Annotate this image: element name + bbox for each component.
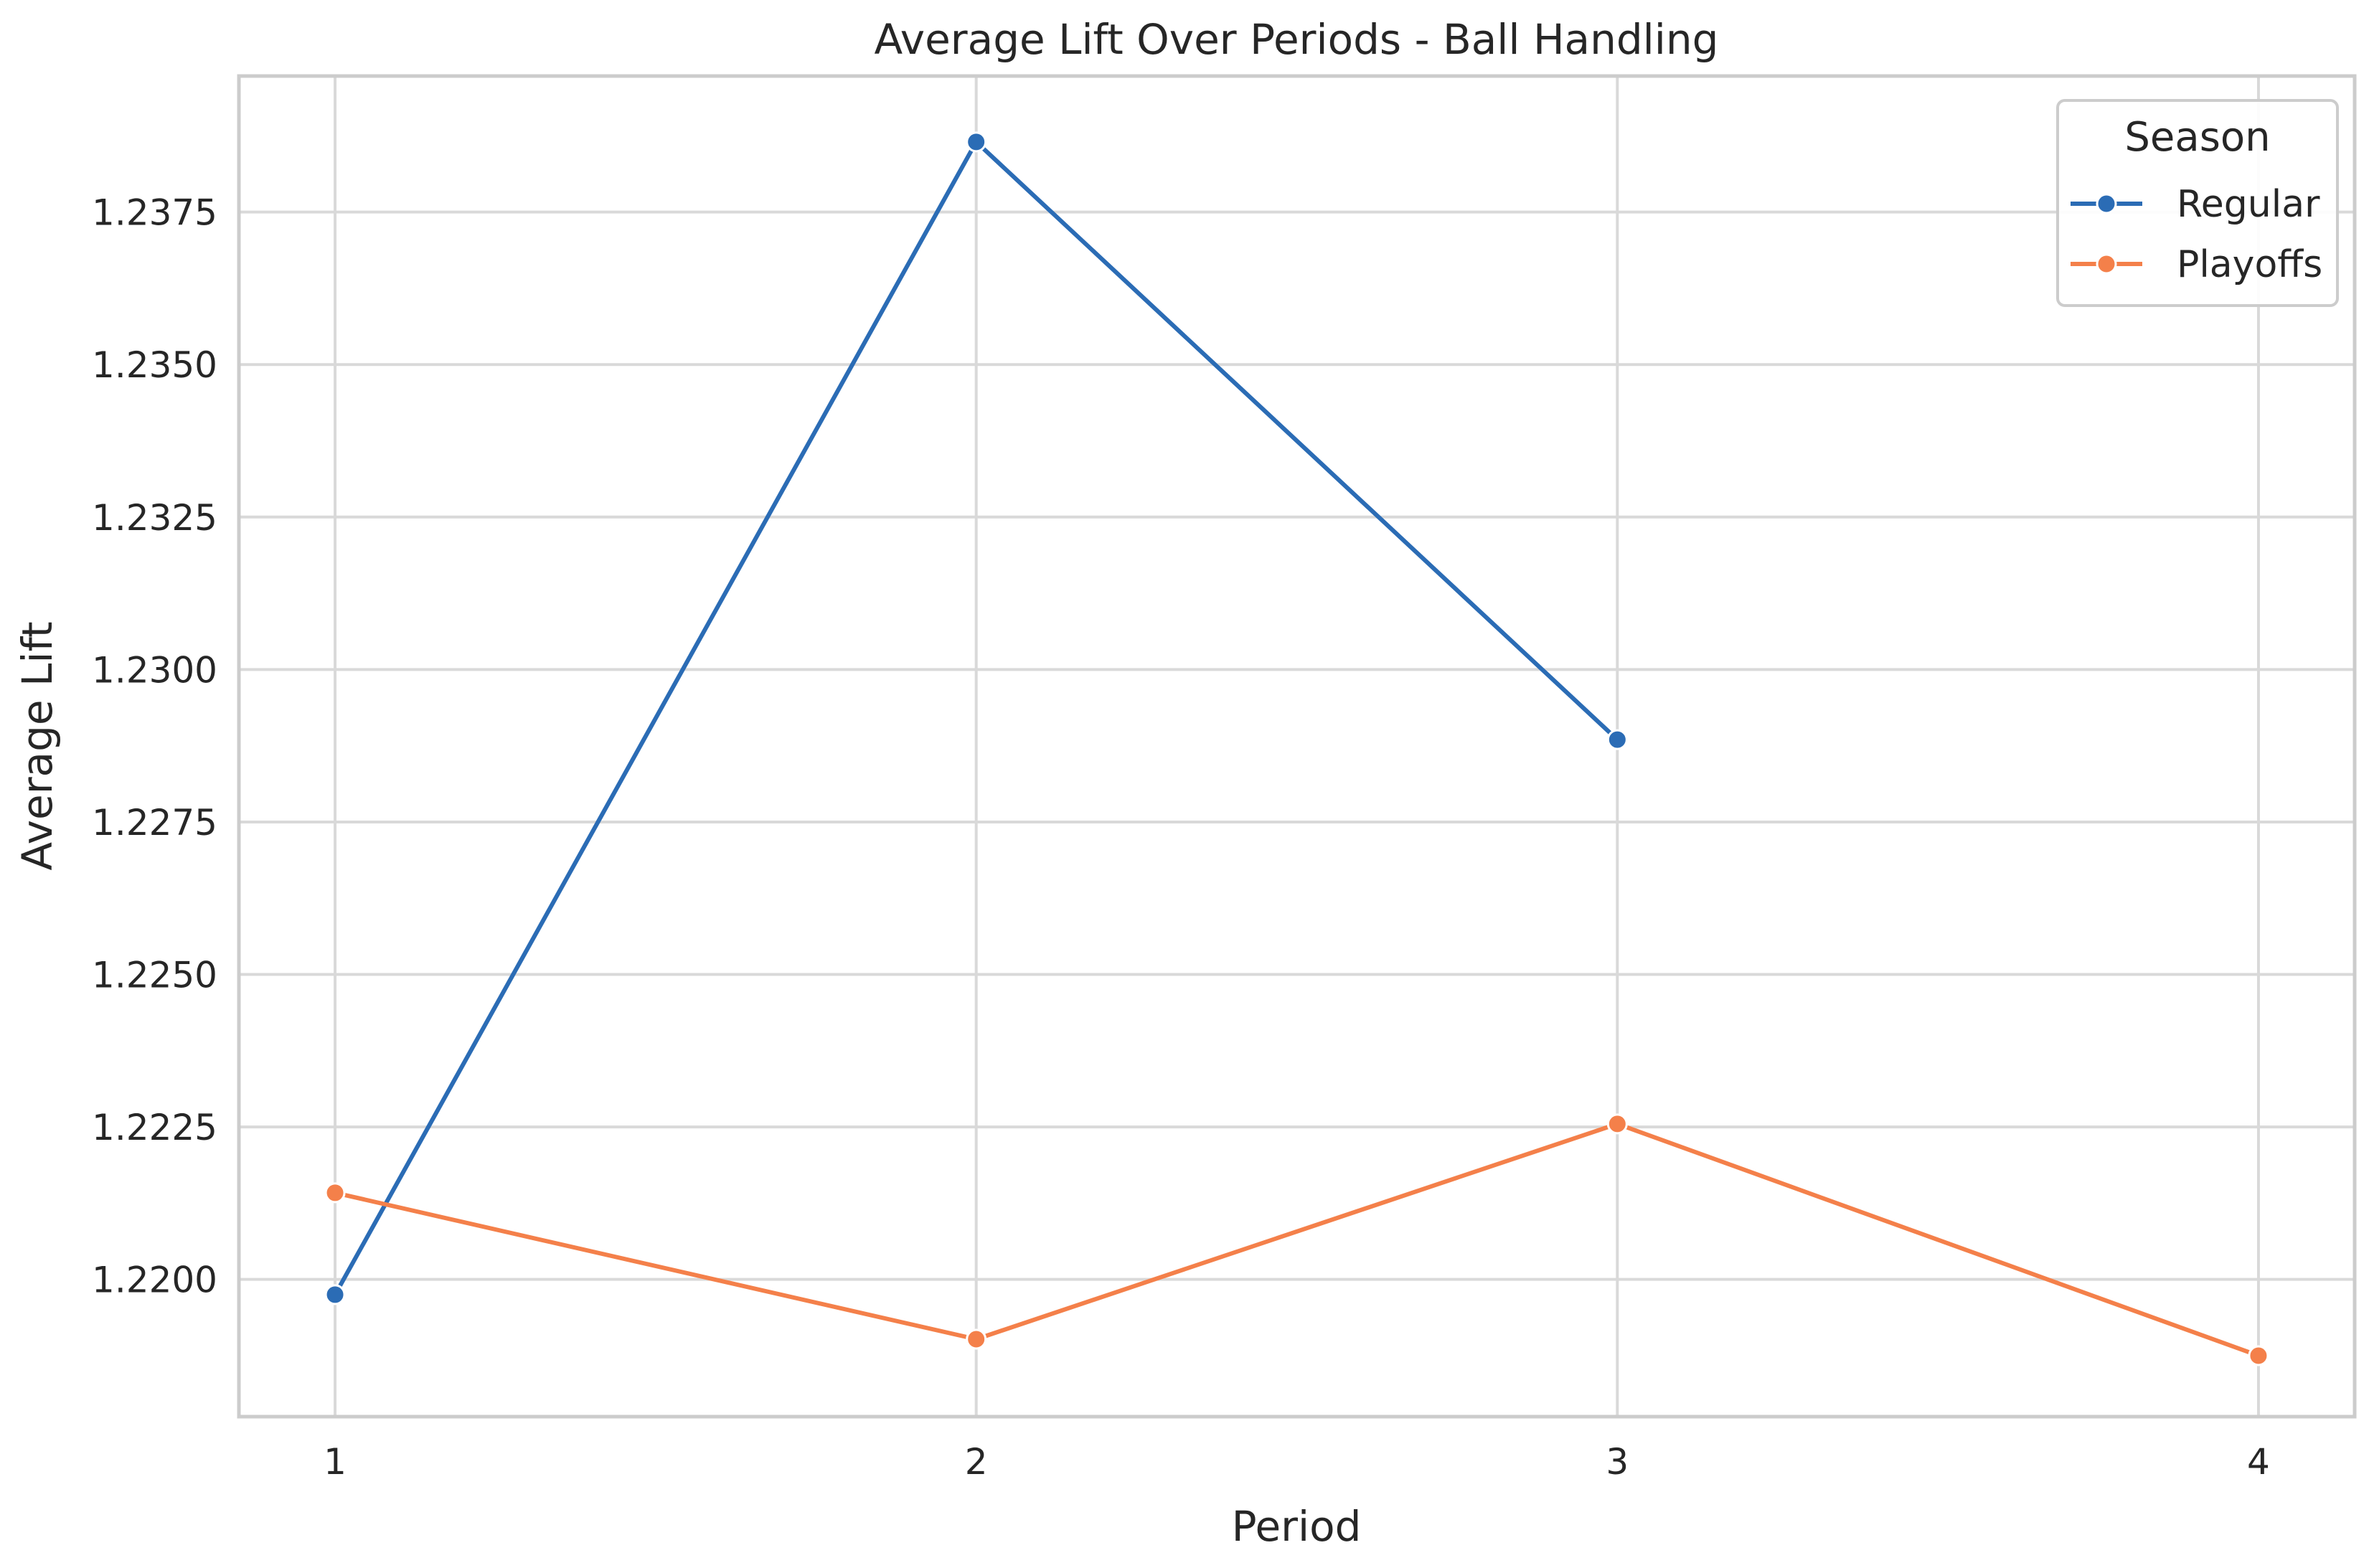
plot-frame bbox=[237, 74, 2357, 1419]
series-line-playoffs bbox=[333, 1121, 2261, 1358]
y-tick-label: 1.2325 bbox=[92, 497, 217, 539]
x-tick-label: 1 bbox=[324, 1441, 347, 1483]
legend-marker-playoffs bbox=[2096, 253, 2117, 275]
legend-marker-regular bbox=[2096, 193, 2117, 214]
data-point-regular bbox=[324, 1284, 346, 1305]
y-tick-label: 1.2225 bbox=[92, 1107, 217, 1148]
y-tick-label: 1.2200 bbox=[92, 1260, 217, 1301]
x-axis-title: Period bbox=[1232, 1502, 1362, 1551]
x-tick-label: 2 bbox=[965, 1441, 988, 1483]
legend-label-playoffs: Playoffs bbox=[2177, 243, 2322, 286]
legend-box bbox=[2056, 99, 2339, 307]
legend-title: Season bbox=[2124, 114, 2270, 161]
data-point-playoffs bbox=[2248, 1345, 2269, 1366]
data-point-playoffs bbox=[1606, 1113, 1628, 1135]
chart-title: Average Lift Over Periods - Ball Handlin… bbox=[875, 15, 1719, 64]
data-point-regular bbox=[1606, 729, 1628, 750]
y-tick-label: 1.2350 bbox=[92, 344, 217, 386]
series-layer bbox=[324, 131, 2269, 1366]
tick-labels: 1 2 3 4 1.2200 1.2225 1.2250 1.2275 1.2300 1.2325… bbox=[92, 192, 2270, 1483]
legend: Season Regular Playoffs bbox=[2056, 99, 2339, 307]
grid-lines bbox=[239, 76, 2355, 1417]
y-tick-label: 1.2250 bbox=[92, 955, 217, 996]
y-axis-title: Average Lift bbox=[13, 621, 62, 870]
legend-label-regular: Regular bbox=[2177, 183, 2320, 226]
data-point-playoffs bbox=[966, 1328, 987, 1350]
y-tick-label: 1.2375 bbox=[92, 192, 217, 234]
y-tick-label: 1.2300 bbox=[92, 649, 217, 691]
data-point-playoffs bbox=[324, 1182, 346, 1204]
x-tick-label: 3 bbox=[1606, 1441, 1629, 1483]
y-tick-label: 1.2275 bbox=[92, 802, 217, 844]
data-point-regular bbox=[966, 131, 987, 153]
x-tick-label: 4 bbox=[2247, 1441, 2270, 1483]
